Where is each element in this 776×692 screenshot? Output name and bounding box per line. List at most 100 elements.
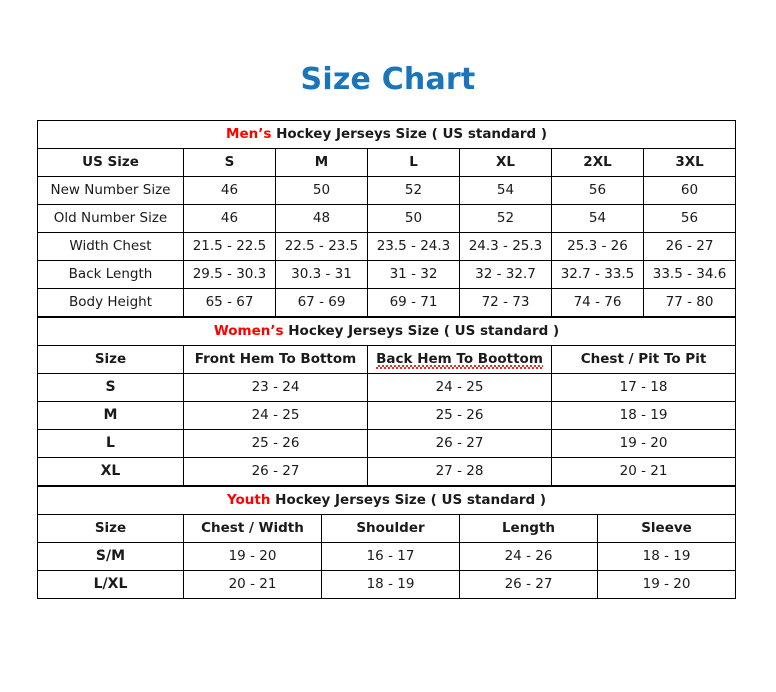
size-chart-tables: Men’s Hockey Jerseys Size ( US standard … (36, 120, 737, 599)
womens-row-3-val-2: 20 - 21 (550, 457, 737, 486)
youth-row-0-val-3: 18 - 19 (596, 542, 737, 571)
mens-col-3: L (367, 148, 460, 177)
table-row: L/XL 20 - 21 18 - 19 26 - 27 19 - 20 (37, 570, 737, 599)
youth-banner-highlight: Youth (226, 492, 271, 509)
mens-banner-row: Men’s Hockey Jerseys Size ( US standard … (36, 120, 737, 149)
womens-size-table: Women’s Hockey Jerseys Size ( US standar… (36, 317, 737, 486)
youth-col-4: Sleeve (596, 514, 737, 543)
mens-row-0-val-3: 54 (459, 176, 552, 205)
mens-row-1-val-1: 48 (275, 204, 368, 233)
mens-row-1-val-2: 50 (367, 204, 460, 233)
mens-row-4-label: Body Height (37, 288, 184, 317)
mens-row-0-val-2: 52 (367, 176, 460, 205)
mens-row-4-val-2: 69 - 71 (367, 288, 460, 317)
youth-col-3: Length (459, 514, 598, 543)
womens-col-2-misspelled: Back Hem To Boottom (376, 350, 543, 370)
womens-header-row: Size Front Hem To Bottom Back Hem To Boo… (37, 345, 737, 374)
womens-section-banner: Women’s Hockey Jerseys Size ( US standar… (36, 317, 737, 346)
table-row: Back Length 29.5 - 30.3 30.3 - 31 31 - 3… (37, 260, 737, 289)
table-row: S 23 - 24 24 - 25 17 - 18 (37, 373, 737, 402)
mens-col-5: 2XL (551, 148, 644, 177)
mens-row-1-label: Old Number Size (37, 204, 184, 233)
table-row: XL 26 - 27 27 - 28 20 - 21 (37, 457, 737, 486)
table-row: Body Height 65 - 67 67 - 69 69 - 71 72 -… (37, 288, 737, 317)
youth-section-banner: Youth Hockey Jerseys Size ( US standard … (36, 486, 737, 515)
table-row: S/M 19 - 20 16 - 17 24 - 26 18 - 19 (37, 542, 737, 571)
mens-row-1-val-5: 56 (642, 204, 737, 233)
mens-row-0-val-5: 60 (642, 176, 737, 205)
womens-row-1-val-1: 25 - 26 (367, 401, 552, 430)
mens-row-2-val-3: 24.3 - 25.3 (459, 232, 552, 261)
youth-row-1-label: L/XL (37, 570, 184, 599)
mens-row-4-val-4: 74 - 76 (551, 288, 644, 317)
mens-size-table: Men’s Hockey Jerseys Size ( US standard … (36, 120, 737, 317)
table-row: L 25 - 26 26 - 27 19 - 20 (37, 429, 737, 458)
womens-row-3-val-0: 26 - 27 (183, 457, 368, 486)
mens-row-3-label: Back Length (37, 260, 184, 289)
mens-row-2-val-0: 21.5 - 22.5 (183, 232, 276, 261)
youth-col-0: Size (37, 514, 184, 543)
table-row: New Number Size 46 50 52 54 56 60 (37, 176, 737, 205)
mens-col-6: 3XL (642, 148, 737, 177)
mens-row-0-val-0: 46 (183, 176, 276, 205)
youth-row-1-val-2: 26 - 27 (459, 570, 598, 599)
womens-col-0: Size (37, 345, 184, 374)
mens-banner-rest: Hockey Jerseys Size ( US standard ) (271, 126, 548, 143)
womens-row-3-val-1: 27 - 28 (367, 457, 552, 486)
mens-row-3-val-0: 29.5 - 30.3 (183, 260, 276, 289)
mens-row-2-val-5: 26 - 27 (642, 232, 737, 261)
womens-row-2-val-2: 19 - 20 (550, 429, 737, 458)
womens-banner-row: Women’s Hockey Jerseys Size ( US standar… (36, 317, 737, 346)
mens-col-4: XL (459, 148, 552, 177)
youth-header-row: Size Chest / Width Shoulder Length Sleev… (37, 514, 737, 543)
youth-col-2: Shoulder (321, 514, 460, 543)
youth-row-0-label: S/M (37, 542, 184, 571)
womens-row-1-val-2: 18 - 19 (550, 401, 737, 430)
womens-row-1-val-0: 24 - 25 (183, 401, 368, 430)
youth-banner-rest: Hockey Jerseys Size ( US standard ) (270, 492, 547, 509)
womens-col-1: Front Hem To Bottom (183, 345, 368, 374)
womens-row-2-label: L (37, 429, 184, 458)
mens-header-row: US Size S M L XL 2XL 3XL (37, 148, 737, 177)
mens-row-3-val-2: 31 - 32 (367, 260, 460, 289)
mens-row-1-val-0: 46 (183, 204, 276, 233)
mens-section-banner: Men’s Hockey Jerseys Size ( US standard … (36, 120, 737, 149)
womens-row-2-val-1: 26 - 27 (367, 429, 552, 458)
mens-col-2: M (275, 148, 368, 177)
mens-col-0: US Size (37, 148, 184, 177)
mens-row-2-val-1: 22.5 - 23.5 (275, 232, 368, 261)
mens-row-2-label: Width Chest (37, 232, 184, 261)
mens-row-3-val-5: 33.5 - 34.6 (642, 260, 737, 289)
youth-row-0-val-2: 24 - 26 (459, 542, 598, 571)
mens-row-2-val-2: 23.5 - 24.3 (367, 232, 460, 261)
mens-row-4-val-5: 77 - 80 (642, 288, 737, 317)
mens-row-0-val-4: 56 (551, 176, 644, 205)
mens-row-0-label: New Number Size (37, 176, 184, 205)
youth-row-1-val-3: 19 - 20 (596, 570, 737, 599)
womens-row-0-val-1: 24 - 25 (367, 373, 552, 402)
mens-row-3-val-4: 32.7 - 33.5 (551, 260, 644, 289)
womens-row-0-val-0: 23 - 24 (183, 373, 368, 402)
youth-row-1-val-0: 20 - 21 (183, 570, 322, 599)
womens-row-3-label: XL (37, 457, 184, 486)
womens-row-1-label: M (37, 401, 184, 430)
womens-banner-highlight: Women’s (213, 323, 284, 340)
mens-row-3-val-3: 32 - 32.7 (459, 260, 552, 289)
table-row: Old Number Size 46 48 50 52 54 56 (37, 204, 737, 233)
mens-row-0-val-1: 50 (275, 176, 368, 205)
womens-col-3: Chest / Pit To Pit (550, 345, 737, 374)
womens-col-2: Back Hem To Boottom (367, 345, 552, 374)
youth-row-0-val-1: 16 - 17 (321, 542, 460, 571)
mens-row-3-val-1: 30.3 - 31 (275, 260, 368, 289)
page-title: Size Chart (300, 62, 476, 97)
table-row: Width Chest 21.5 - 22.5 22.5 - 23.5 23.5… (37, 232, 737, 261)
youth-col-1: Chest / Width (183, 514, 322, 543)
mens-banner-highlight: Men’s (226, 126, 272, 143)
mens-row-1-val-3: 52 (459, 204, 552, 233)
womens-row-2-val-0: 25 - 26 (183, 429, 368, 458)
youth-row-1-val-1: 18 - 19 (321, 570, 460, 599)
mens-row-4-val-3: 72 - 73 (459, 288, 552, 317)
mens-col-1: S (183, 148, 276, 177)
mens-row-1-val-4: 54 (551, 204, 644, 233)
youth-size-table: Youth Hockey Jerseys Size ( US standard … (36, 486, 737, 599)
